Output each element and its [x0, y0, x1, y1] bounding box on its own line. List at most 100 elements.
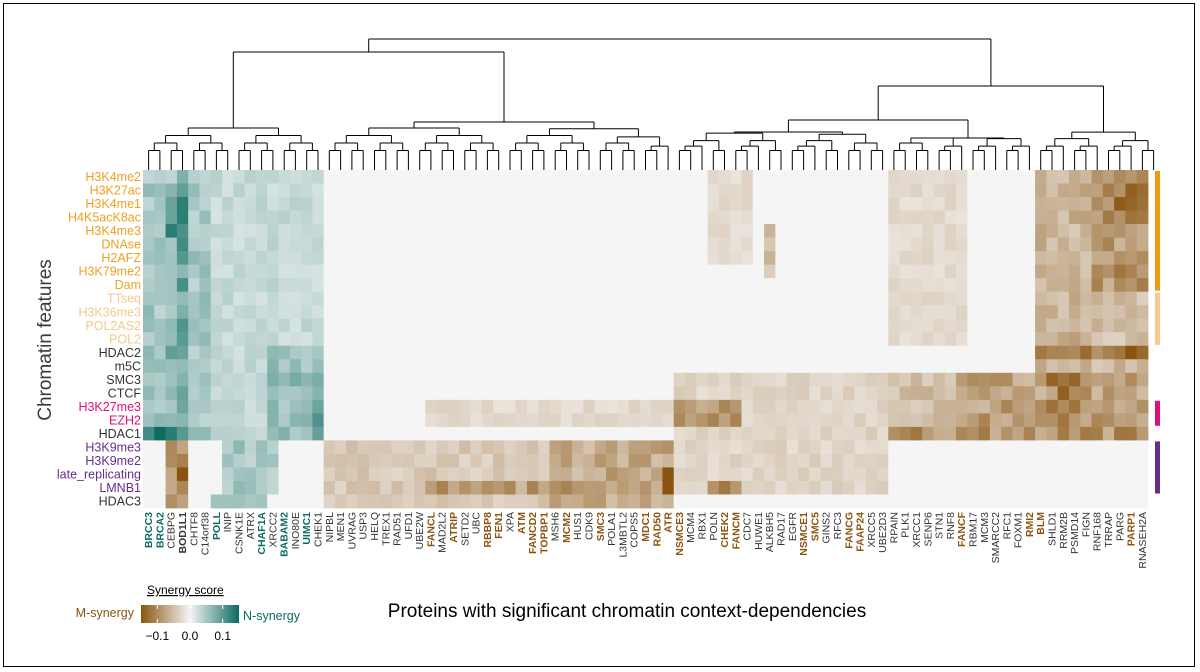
heatmap-cell	[956, 426, 968, 441]
heatmap-cell	[831, 372, 844, 387]
heatmap-cell	[775, 413, 788, 428]
heatmap-cell	[831, 197, 844, 211]
heatmap-cell	[1136, 494, 1149, 509]
heatmap-cell	[1114, 413, 1126, 428]
heatmap-cell	[775, 386, 788, 401]
heatmap-cell	[696, 224, 708, 238]
heatmap-cell	[402, 480, 415, 495]
heatmap-cell	[899, 251, 912, 266]
heatmap-cell	[956, 359, 968, 374]
column-label: XRCC5	[866, 512, 878, 548]
heatmap-cell	[165, 210, 178, 225]
heatmap-cell	[967, 318, 980, 333]
heatmap-cell	[639, 494, 652, 509]
heatmap-cell	[1035, 237, 1047, 252]
heatmap-cell	[425, 372, 437, 387]
heatmap-cell	[210, 278, 223, 293]
heatmap-cell	[685, 386, 697, 401]
heatmap-cell	[1102, 399, 1115, 414]
heatmap-cell	[447, 332, 460, 347]
heatmap-cell	[1068, 305, 1081, 320]
heatmap-cell	[267, 170, 279, 184]
heatmap-cell	[1068, 170, 1081, 184]
heatmap-cell	[176, 318, 189, 333]
heatmap-cell	[481, 264, 494, 279]
heatmap-cell	[357, 197, 370, 211]
heatmap-cell	[1080, 426, 1092, 441]
heatmap-cell	[989, 413, 1002, 428]
heatmap-cell	[549, 170, 562, 184]
heatmap-cell	[572, 251, 584, 266]
heatmap-cell	[436, 291, 449, 306]
heatmap-cell	[775, 210, 788, 225]
heatmap-cell	[188, 291, 200, 306]
heatmap-cell	[1012, 210, 1025, 225]
heatmap-cell	[741, 278, 754, 293]
heatmap-cell	[594, 440, 607, 455]
column-label: SHLD1	[1047, 512, 1059, 546]
heatmap-cell	[1035, 467, 1047, 482]
heatmap-cell	[628, 251, 641, 266]
heatmap-cell	[741, 251, 754, 266]
heatmap-cell	[289, 332, 302, 347]
heatmap-cell	[978, 170, 991, 184]
heatmap-cell	[1035, 386, 1047, 401]
heatmap-cell	[707, 386, 720, 401]
heatmap-cell	[888, 183, 900, 198]
heatmap-cell	[956, 251, 968, 266]
heatmap-cell	[143, 386, 155, 401]
heatmap-cell	[459, 224, 471, 238]
heatmap-cell	[515, 413, 528, 428]
heatmap-cell	[391, 359, 404, 374]
heatmap-cell	[267, 183, 279, 198]
heatmap-cell	[820, 453, 833, 468]
heatmap-cell	[572, 210, 584, 225]
heatmap-cell	[334, 372, 347, 387]
heatmap-cell	[989, 386, 1002, 401]
heatmap-cell	[222, 210, 234, 225]
heatmap-cell	[1068, 210, 1081, 225]
heatmap-cell	[876, 426, 889, 441]
heatmap-cell	[1035, 399, 1047, 414]
heatmap-cell	[956, 237, 968, 252]
column-label: MSH6	[550, 512, 562, 541]
heatmap-cell	[154, 305, 166, 320]
heatmap-cell	[876, 386, 889, 401]
heatmap-cell	[888, 332, 900, 347]
heatmap-cell	[255, 224, 268, 238]
heatmap-cell	[933, 440, 946, 455]
heatmap-cell	[764, 197, 776, 211]
heatmap-cell	[267, 224, 279, 238]
heatmap-cell	[210, 264, 223, 279]
heatmap-cell	[617, 426, 629, 441]
heatmap-cell	[493, 386, 505, 401]
heatmap-cell	[323, 305, 336, 320]
heatmap-cell	[402, 170, 415, 184]
heatmap-cell	[199, 251, 212, 266]
column-label: TRRAP	[1103, 512, 1115, 548]
legend-left-label: M-synergy	[76, 606, 135, 620]
heatmap-cell	[910, 264, 923, 279]
heatmap-cell	[854, 278, 867, 293]
heatmap-cell	[741, 467, 754, 482]
heatmap-cell	[831, 305, 844, 320]
heatmap-cell	[989, 183, 1002, 198]
heatmap-cell	[572, 278, 584, 293]
heatmap-cell	[843, 372, 855, 387]
heatmap-cell	[199, 332, 212, 347]
heatmap-cell	[730, 291, 742, 306]
heatmap-cell	[967, 467, 980, 482]
heatmap-cell	[899, 264, 912, 279]
heatmap-cell	[639, 278, 652, 293]
heatmap-cell	[414, 305, 426, 320]
heatmap-cell	[910, 426, 923, 441]
heatmap-cell	[143, 210, 155, 225]
heatmap-cell	[876, 305, 889, 320]
heatmap-cell	[1136, 183, 1149, 198]
heatmap-cell	[673, 345, 686, 360]
heatmap-cell	[1023, 237, 1036, 252]
heatmap-cell	[301, 237, 313, 252]
heatmap-cell	[933, 480, 946, 495]
heatmap-cell	[255, 318, 268, 333]
heatmap-cell	[1057, 399, 1070, 414]
